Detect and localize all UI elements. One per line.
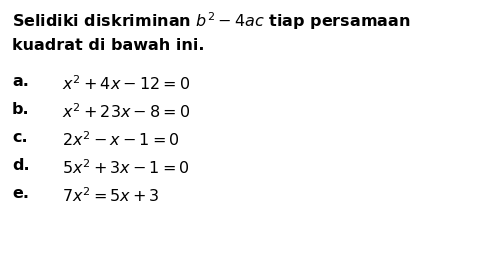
Text: d.: d. [12,158,30,173]
Text: a.: a. [12,74,29,89]
Text: c.: c. [12,130,28,145]
Text: kuadrat di bawah ini.: kuadrat di bawah ini. [12,38,205,53]
Text: Selidiki diskriminan $b^2 - 4ac$ tiap persamaan: Selidiki diskriminan $b^2 - 4ac$ tiap pe… [12,10,411,32]
Text: $x^2 + 23x - 8 = 0$: $x^2 + 23x - 8 = 0$ [62,102,190,121]
Text: e.: e. [12,186,29,201]
Text: $2x^2 - x - 1 =0$: $2x^2 - x - 1 =0$ [62,130,179,149]
Text: $x^2 + 4x - 12 = 0$: $x^2 + 4x - 12 = 0$ [62,74,190,93]
Text: $5x^2 + 3x - 1 = 0$: $5x^2 + 3x - 1 = 0$ [62,158,190,177]
Text: $7x^2 = 5x + 3$: $7x^2 = 5x + 3$ [62,186,160,205]
Text: b.: b. [12,102,30,117]
